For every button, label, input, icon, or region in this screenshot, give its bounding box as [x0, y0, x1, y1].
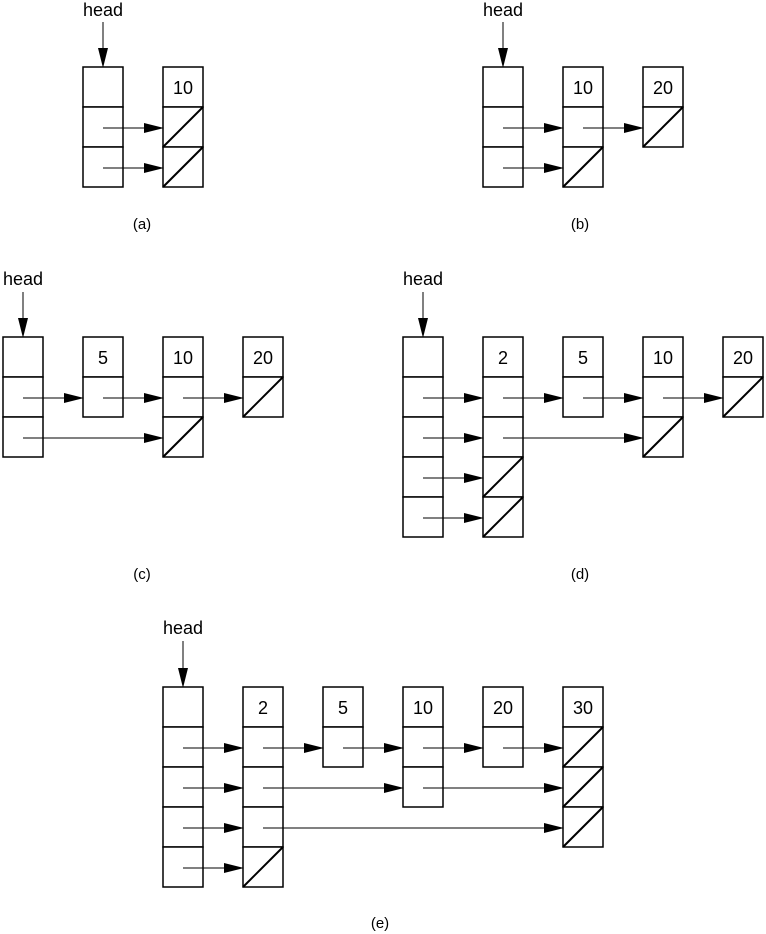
node-value: 2 — [258, 698, 268, 718]
node-value: 10 — [653, 348, 673, 368]
diagram-a: head 10 (a) — [82, 0, 204, 233]
diagram-b: head 10 20 (b) — [482, 0, 684, 233]
null-pointer — [242, 846, 284, 888]
null-pointer — [562, 146, 604, 188]
node-value: 10 — [573, 78, 593, 98]
list-node: 10 — [162, 66, 204, 188]
head-node — [2, 336, 44, 458]
node-value: 20 — [493, 698, 513, 718]
null-pointer — [162, 106, 204, 148]
diagram-e: head 2 5 10 — [162, 618, 604, 932]
diagram-c: head 5 10 20 (c) — [2, 269, 284, 583]
head-label: head — [3, 269, 43, 289]
list-node: 20 — [242, 336, 284, 418]
head-label: head — [163, 618, 203, 638]
node-value: 10 — [173, 348, 193, 368]
head-node — [402, 336, 444, 538]
diagram-d: head 2 5 10 — [402, 269, 764, 583]
list-node: 2 — [242, 686, 284, 888]
list-node: 5 — [82, 336, 124, 418]
list-node: 10 — [642, 336, 684, 458]
node-value: 20 — [653, 78, 673, 98]
node-value: 30 — [573, 698, 593, 718]
caption: (a) — [133, 216, 151, 233]
list-node: 20 — [722, 336, 764, 418]
head-label: head — [83, 0, 123, 20]
node-value: 5 — [98, 348, 108, 368]
null-pointer — [562, 726, 604, 768]
head-node — [82, 66, 124, 188]
node-value: 10 — [413, 698, 433, 718]
null-pointer — [642, 106, 684, 148]
head-node — [482, 66, 524, 188]
list-node: 20 — [642, 66, 684, 148]
caption: (d) — [571, 566, 589, 583]
caption: (c) — [133, 566, 151, 583]
list-node: 10 — [162, 336, 204, 458]
head-label: head — [483, 0, 523, 20]
node-value: 2 — [498, 348, 508, 368]
list-node: 20 — [482, 686, 524, 768]
caption: (b) — [571, 216, 589, 233]
null-pointer — [482, 456, 524, 498]
head-node — [162, 686, 204, 888]
list-node: 10 — [562, 66, 604, 188]
node-value: 20 — [253, 348, 273, 368]
null-pointer — [722, 376, 764, 418]
list-node: 10 — [402, 686, 444, 808]
null-pointer — [642, 416, 684, 458]
null-pointer — [162, 146, 204, 188]
caption: (e) — [371, 915, 389, 932]
null-pointer — [242, 376, 284, 418]
null-pointer — [562, 766, 604, 808]
node-value: 20 — [733, 348, 753, 368]
node-value: 5 — [578, 348, 588, 368]
list-node: 2 — [482, 336, 524, 538]
node-value: 5 — [338, 698, 348, 718]
list-node: 5 — [322, 686, 364, 768]
head-label: head — [403, 269, 443, 289]
null-pointer — [162, 416, 204, 458]
null-pointer — [562, 806, 604, 848]
null-pointer — [482, 496, 524, 538]
node-value: 10 — [173, 78, 193, 98]
list-node: 30 — [562, 686, 604, 848]
list-node: 5 — [562, 336, 604, 418]
